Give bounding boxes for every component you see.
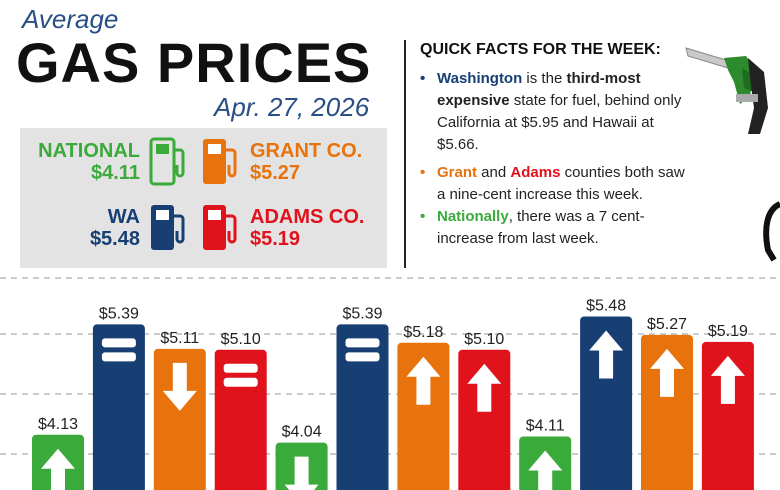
fact-1-part-3: third-most expensive: [437, 70, 641, 109]
wa-label: WA: [107, 206, 140, 228]
bar-value-label-8: $5.10: [464, 331, 504, 348]
down-arrow-icon-5: [284, 456, 319, 490]
fact-item-3: • Nationally, there was a 7 cent-increas…: [420, 208, 645, 247]
national-label: NATIONAL: [38, 140, 140, 162]
up-arrow-icon-11: [650, 348, 684, 397]
fact-3-part-2: , there was a 7 cent-increase from last …: [437, 208, 645, 247]
no-change-icon-6: [345, 338, 380, 362]
grant-value: $5.27: [250, 162, 301, 184]
bar-value-label-7: $5.18: [403, 324, 443, 341]
wa-price: WA $5.48: [20, 206, 140, 250]
fact-1-part-1: Washington: [437, 70, 523, 87]
no-change-icon-2: [101, 338, 136, 362]
up-arrow-icon-9: [528, 450, 563, 490]
wa-value: $5.48: [89, 228, 140, 250]
chart-bars: $4.13 $5.39 $5.11 $5.10 $4.04 $5.39 $5.18 $5.10…: [32, 298, 754, 490]
adams-value: $5.19: [250, 228, 301, 250]
fact-3-part-1: Nationally: [437, 208, 509, 225]
adams-price: ADAMS CO. $5.19: [250, 206, 364, 250]
bar-11: [641, 334, 693, 490]
bar-2: [92, 324, 145, 490]
fuel-hose-icon: [763, 201, 780, 262]
bar-value-label-6: $5.39: [342, 305, 382, 322]
report-date: Apr. 27, 2026: [214, 92, 370, 122]
bar-8: [458, 349, 511, 490]
bar-value-label-12: $5.19: [708, 323, 748, 340]
up-arrow-icon-8: [467, 363, 502, 412]
gas-pump-icon-national: [149, 137, 185, 186]
gas-pump-icon-adams: [203, 205, 237, 250]
bar-value-label-2: $5.39: [99, 305, 139, 322]
fact-item-2: • Grant and Adams counties both saw a ni…: [420, 164, 685, 203]
up-arrow-icon-7: [406, 356, 441, 405]
bar-value-label-1: $4.13: [38, 416, 78, 433]
down-arrow-icon-3: [162, 362, 197, 411]
adams-label: ADAMS CO.: [250, 206, 365, 228]
price-bar-chart: $4.13 $5.39 $5.11 $5.10 $4.04 $5.39 $5.18 $5.10…: [0, 277, 780, 490]
fact-2-part-2: and: [477, 164, 511, 181]
page-title: GAS PRICES: [16, 31, 372, 94]
fact-item-1: • Washington is the third-most expensive…: [420, 70, 682, 153]
fuel-nozzle-icon: [685, 47, 768, 134]
no-change-icon-4: [223, 363, 258, 387]
gas-pump-icon-grant: [203, 139, 237, 184]
bar-value-label-10: $5.48: [586, 298, 626, 315]
bar-7: [397, 342, 450, 490]
bar-12: [701, 341, 754, 490]
fact-1-part-2: is the: [522, 70, 567, 87]
up-arrow-icon-12: [710, 355, 745, 404]
bar-value-label-9: $4.11: [526, 418, 565, 435]
fact-2-part-3: Adams: [510, 164, 561, 181]
gas-pump-icon-wa: [151, 205, 185, 250]
title-average: Average: [22, 4, 119, 34]
bar-6: [336, 324, 389, 490]
bar-value-label-3: $5.11: [160, 330, 199, 347]
fact-2-part-4: counties both saw a nine-cent increase t…: [437, 164, 685, 203]
fact-2-part-1: Grant: [437, 164, 478, 181]
price-summary-box: NATIONAL $4.11 GRANT CO. $5.27 WA $5.48 …: [20, 128, 387, 268]
up-arrow-icon-10: [589, 330, 624, 379]
bar-value-label-5: $4.04: [282, 424, 322, 441]
bar-10: [580, 316, 633, 490]
national-price: NATIONAL $4.11: [20, 140, 140, 184]
grant-price: GRANT CO. $5.27: [250, 140, 362, 184]
fact-1-part-4: state for fuel, behind only California a…: [437, 92, 682, 153]
bar-value-label-4: $5.10: [221, 331, 261, 348]
national-value: $4.11: [91, 162, 140, 184]
quick-facts-title: QUICK FACTS FOR THE WEEK:: [420, 41, 661, 58]
bar-3: [153, 348, 206, 490]
bar-value-label-11: $5.27: [647, 316, 687, 333]
vertical-divider: [404, 40, 406, 268]
up-arrow-icon-1: [41, 448, 75, 490]
grant-label: GRANT CO.: [250, 140, 363, 162]
